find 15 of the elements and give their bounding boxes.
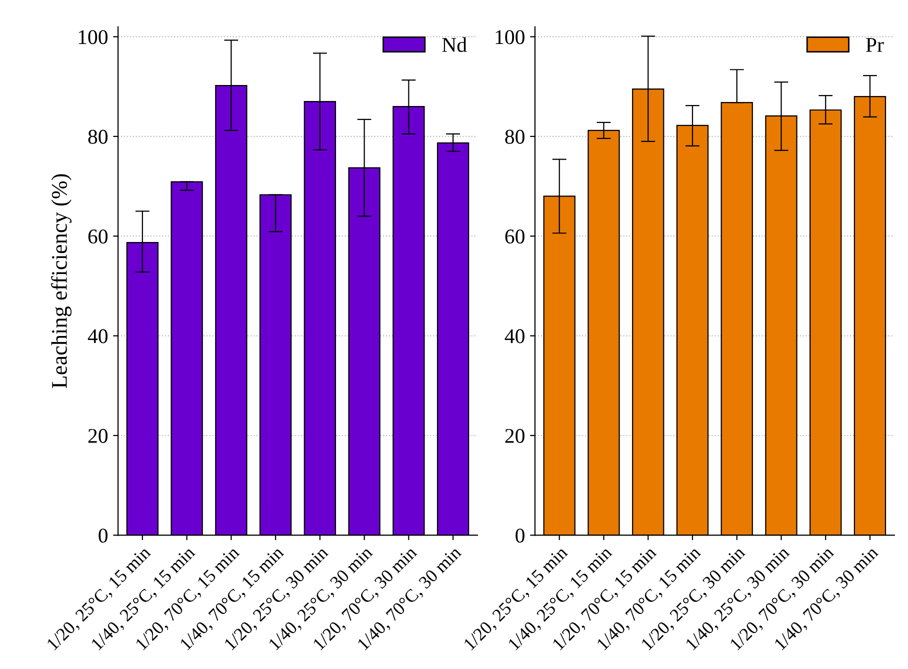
y-tick-label: 60 — [505, 229, 524, 244]
y-tick-label: 100 — [78, 30, 108, 44]
legend-label: Nd — [442, 37, 467, 52]
y-tick-label: 0 — [516, 528, 524, 543]
y-tick-label: 20 — [88, 428, 108, 443]
y-tick-label: 60 — [88, 229, 108, 244]
y-tick-label: 20 — [505, 428, 524, 443]
y-tick-label: 80 — [88, 130, 108, 144]
y-tick-label: 80 — [505, 130, 524, 144]
y-axis-title: Leaching efficiency (%) — [51, 174, 72, 388]
y-tick-label: 40 — [504, 329, 524, 344]
y-tick-label: 100 — [496, 30, 524, 44]
legend-label: Pr — [866, 38, 884, 52]
y-tick-label: 40 — [88, 329, 108, 344]
y-tick-label: 0 — [98, 528, 108, 543]
